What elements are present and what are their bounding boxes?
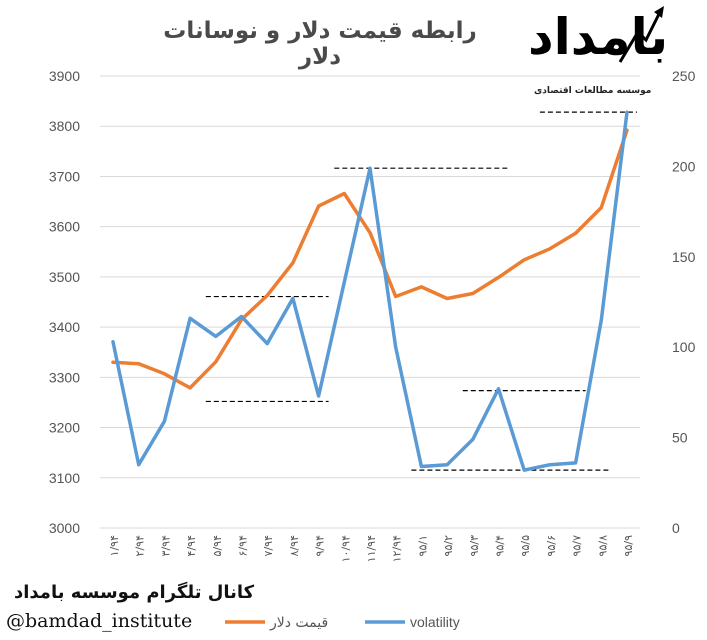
left-tick-label: 3600 — [49, 219, 80, 235]
category-tick-label: ۹۵/۲ — [442, 535, 455, 557]
left-tick-label: 3400 — [49, 319, 80, 335]
data-point — [497, 275, 500, 279]
legend-price-label: قیمت دلار — [269, 615, 328, 631]
right-tick-label: 200 — [672, 158, 696, 174]
telegram-handle: @bamdad_institute — [6, 610, 193, 632]
data-point — [162, 419, 166, 423]
logo-wordmark: بامداد — [528, 8, 670, 66]
category-tick-label: ۹۵/۶ — [545, 535, 558, 556]
data-point — [188, 386, 192, 390]
right-tick-label: 50 — [672, 430, 688, 446]
data-point — [317, 394, 321, 398]
data-point — [394, 294, 398, 298]
data-point — [317, 204, 321, 208]
category-tick-label: ۳/۹۴ — [159, 535, 172, 557]
category-tick-label: ۹۵/۸ — [596, 535, 609, 557]
data-point — [368, 166, 372, 170]
category-tick-label: ۹۵/۳ — [468, 535, 481, 557]
data-point — [497, 387, 500, 391]
category-tick-label: ۲/۹۴ — [134, 535, 147, 557]
data-point — [342, 280, 346, 284]
category-tick-label: ۹۵/۹ — [622, 535, 635, 557]
data-point — [291, 296, 295, 300]
left-tick-label: 3500 — [49, 269, 80, 285]
data-point — [471, 291, 475, 295]
data-point — [265, 293, 269, 297]
data-point — [265, 342, 269, 346]
left-tick-label: 3300 — [49, 369, 80, 385]
category-tick-label: ۹۵/۱ — [416, 535, 429, 556]
legend-volatility-label: volatility — [410, 614, 460, 630]
data-point — [445, 463, 449, 467]
data-point — [162, 372, 166, 376]
data-point — [548, 463, 552, 467]
category-tick-label: ۱۰/۹۴ — [339, 535, 352, 562]
data-point — [214, 360, 218, 364]
left-tick-label: 3000 — [49, 520, 80, 536]
left-tick-label: 3200 — [49, 420, 80, 436]
right-tick-label: 0 — [672, 520, 680, 536]
data-point — [111, 360, 115, 364]
category-tick-label: ۹۵/۷ — [571, 535, 584, 557]
category-tick-label: ۱۲/۹۴ — [391, 535, 404, 562]
left-tick-label: 3900 — [49, 68, 80, 84]
category-tick-label: ۵/۹۴ — [211, 535, 224, 557]
right-tick-label: 100 — [672, 339, 696, 355]
left-tick-label: 3800 — [49, 118, 80, 134]
data-point — [471, 437, 475, 441]
data-point — [342, 192, 346, 196]
data-point — [137, 362, 141, 366]
logo-subtitle: موسسه مطالعات اقتصادی — [534, 86, 652, 96]
data-point — [625, 110, 629, 114]
right-tick-label: 150 — [672, 249, 696, 265]
category-tick-label: ۹/۹۴ — [314, 535, 327, 557]
data-point — [240, 314, 243, 318]
data-point — [599, 318, 603, 322]
category-tick-label: ۷/۹۴ — [262, 535, 275, 557]
category-tick-label: ۴/۹۴ — [185, 535, 198, 557]
category-tick-label: ۹۵/۴ — [494, 535, 507, 557]
category-tick-label: ۱۱/۹۴ — [365, 535, 378, 562]
data-point — [574, 461, 578, 465]
data-point — [111, 340, 115, 344]
data-point — [548, 247, 552, 251]
category-tick-label: ۹۵/۵ — [519, 535, 532, 557]
data-point — [574, 231, 578, 235]
data-point — [137, 463, 141, 467]
left-tick-label: 3100 — [49, 470, 80, 486]
category-tick-label: ۶/۹۴ — [237, 535, 250, 557]
data-point — [445, 296, 449, 300]
data-point — [419, 285, 423, 289]
category-tick-label: ۸/۹۴ — [288, 535, 301, 557]
left-tick-label: 3700 — [49, 168, 80, 184]
category-tick-label: ۱/۹۴ — [108, 535, 121, 557]
data-point — [368, 231, 372, 235]
data-point — [522, 258, 526, 262]
volatility-series-line — [111, 110, 629, 472]
chart-title: رابطه قیمت دلار و نوسانات دلار — [163, 18, 477, 70]
data-point — [599, 206, 603, 210]
data-point — [522, 468, 526, 472]
data-point — [419, 465, 423, 469]
data-point — [188, 316, 192, 320]
bamdad-logo: بامداد موسسه مطالعات اقتصادی — [520, 2, 670, 112]
data-point — [394, 345, 398, 349]
logo-arrow-icon — [618, 6, 664, 63]
telegram-channel-label: کانال تلگرام موسسه بامداد — [14, 582, 255, 603]
right-tick-label: 250 — [672, 68, 696, 84]
data-point — [291, 261, 295, 265]
data-point — [214, 334, 218, 338]
